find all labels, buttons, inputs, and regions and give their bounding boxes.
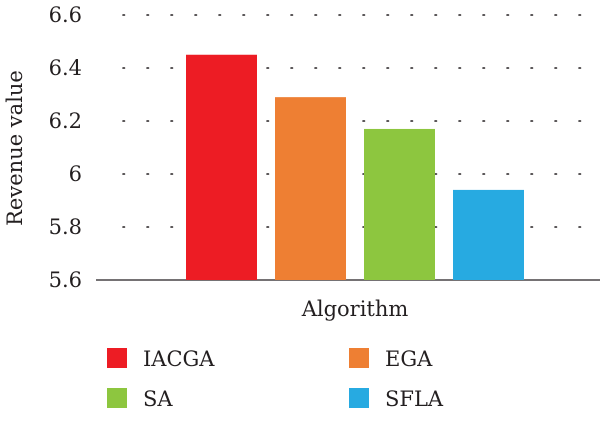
legend-label: IACGA — [143, 347, 215, 371]
legend-swatch — [107, 388, 127, 408]
bars — [186, 54, 524, 281]
legend-label: EGA — [385, 347, 433, 371]
y-tick-label: 5.8 — [49, 215, 82, 239]
y-tick-label: 6.4 — [49, 56, 82, 80]
legend-item-sfla: SFLA — [349, 387, 444, 411]
y-axis-label: Revenue value — [3, 70, 27, 226]
y-tick-label: 5.6 — [49, 268, 82, 292]
bar-iacga — [186, 54, 257, 280]
y-tick-labels: 5.6 5.8 6 6.2 6.4 6.6 — [49, 3, 82, 292]
bar-sa — [364, 128, 435, 280]
y-tick-label: 6 — [69, 162, 82, 186]
y-tick-label: 6.6 — [49, 3, 82, 27]
legend-label: SA — [143, 387, 173, 411]
legend: IACGA EGA SA SFLA — [107, 347, 444, 411]
x-axis-label: Algorithm — [301, 297, 409, 321]
legend-item-ega: EGA — [349, 347, 433, 371]
legend-swatch — [349, 348, 369, 368]
y-tick-label: 6.2 — [49, 109, 82, 133]
legend-item-sa: SA — [107, 387, 173, 411]
bar-sfla — [453, 189, 524, 280]
legend-swatch — [107, 348, 127, 368]
legend-swatch — [349, 388, 369, 408]
bar-ega — [275, 97, 346, 281]
legend-item-iacga: IACGA — [107, 347, 215, 371]
legend-label: SFLA — [385, 387, 444, 411]
